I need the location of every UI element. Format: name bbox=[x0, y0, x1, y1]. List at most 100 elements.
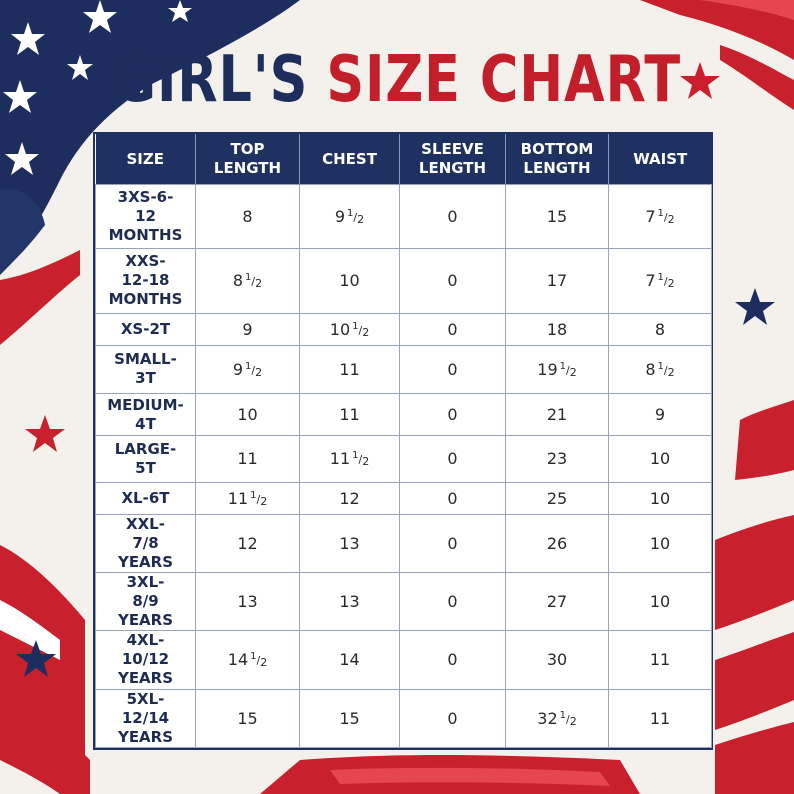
measurement-cell-top-length: 13 bbox=[195, 571, 300, 632]
size-cell: 3XL- 8/9 YEARS bbox=[95, 571, 196, 632]
size-label: XXS- bbox=[125, 252, 166, 271]
measurement-value: 12 bbox=[339, 488, 360, 508]
size-label: 12-18 bbox=[121, 271, 170, 290]
table-row: XL-6T 11 1/2 12 0 25 10 bbox=[95, 481, 712, 515]
measurement-value: 32 bbox=[537, 708, 558, 728]
measurement-fraction: 1/2 bbox=[657, 208, 675, 227]
measurement-cell-top-length: 8 1/2 bbox=[195, 248, 300, 314]
measurement-cell-sleeve-length: 0 bbox=[399, 688, 506, 749]
measurement-cell-sleeve-length: 0 bbox=[399, 248, 506, 314]
measurement-fraction: 1/2 bbox=[352, 450, 370, 469]
table-row: LARGE- 5T 11 11 1/2 0 23 10 bbox=[95, 435, 712, 483]
measurement-cell-waist: 8 bbox=[608, 312, 712, 346]
measurement-value: 10 bbox=[329, 319, 351, 339]
size-cell: 5XL- 12/14 YEARS bbox=[95, 688, 196, 749]
column-header-text: CHEST bbox=[322, 149, 377, 168]
column-header-text: LENGTH bbox=[213, 159, 282, 177]
size-cell: 3XS-6- 12 MONTHS bbox=[95, 183, 196, 250]
measurement-cell-top-length: 10 bbox=[195, 393, 300, 437]
measurement-cell-bottom-length: 25 bbox=[505, 481, 609, 515]
measurement-fraction: 1/2 bbox=[245, 360, 263, 379]
measurement-value: 11 bbox=[649, 708, 671, 728]
measurement-value: 30 bbox=[546, 650, 568, 670]
measurement-cell-waist: 10 bbox=[608, 435, 712, 483]
measurement-value: 10 bbox=[649, 449, 671, 469]
size-cell: XXS- 12-18 MONTHS bbox=[95, 248, 196, 314]
measurement-value: 13 bbox=[339, 592, 360, 612]
star-red-right-icon bbox=[680, 62, 720, 99]
measurement-value: 0 bbox=[447, 650, 458, 670]
measurement-fraction: 1/2 bbox=[245, 272, 263, 291]
size-label: LARGE- bbox=[114, 439, 177, 458]
measurement-fraction: 1/2 bbox=[347, 208, 365, 227]
measurement-value: 10 bbox=[649, 592, 671, 612]
star-navy-left-bottom-icon bbox=[16, 640, 56, 677]
measurement-value: 18 bbox=[546, 319, 568, 339]
size-label: SMALL- bbox=[114, 350, 177, 369]
measurement-value: 10 bbox=[649, 533, 671, 553]
title-part-girls: GIRL'S bbox=[113, 43, 309, 117]
size-cell: XL-6T bbox=[95, 481, 196, 515]
measurement-cell-bottom-length: 30 bbox=[505, 630, 609, 690]
table-row: 3XL- 8/9 YEARS 13 13 0 27 10 bbox=[95, 571, 712, 632]
measurement-value: 11 bbox=[227, 488, 249, 508]
table-row: XXL- 7/8 YEARS 12 13 0 26 10 bbox=[95, 513, 712, 573]
column-header-sleeve-length: SLEEVE LENGTH bbox=[399, 134, 506, 185]
measurement-value: 0 bbox=[447, 359, 458, 379]
measurement-cell-sleeve-length: 0 bbox=[399, 571, 506, 632]
stars-top-left-icon bbox=[3, 0, 192, 175]
measurement-value: 15 bbox=[237, 708, 258, 728]
column-header-text: TOP bbox=[230, 140, 265, 158]
column-header-waist: WAIST bbox=[608, 134, 712, 185]
size-label: YEARS bbox=[117, 552, 174, 571]
measurement-value: 0 bbox=[447, 405, 458, 425]
measurement-cell-chest: 11 1/2 bbox=[299, 435, 400, 483]
measurement-value: 0 bbox=[447, 271, 458, 291]
measurement-value: 11 bbox=[237, 449, 258, 469]
title-part-size-chart: SIZE CHART bbox=[326, 43, 681, 117]
star-red-left-icon bbox=[25, 415, 65, 452]
measurement-cell-sleeve-length: 0 bbox=[399, 481, 506, 515]
size-label: XXL- bbox=[126, 514, 165, 533]
column-header-size: SIZE bbox=[95, 134, 196, 185]
measurement-value: 14 bbox=[227, 650, 249, 670]
size-label: XS-2T bbox=[120, 319, 171, 338]
measurement-cell-sleeve-length: 0 bbox=[399, 183, 506, 250]
size-label: 3T bbox=[135, 369, 156, 388]
measurement-value: 9 bbox=[654, 405, 666, 425]
table-header-row: SIZE TOP LENGTH CHEST SLEEVE LENGTH BOTTOM LENG… bbox=[95, 134, 712, 185]
size-label: YEARS bbox=[117, 669, 174, 688]
measurement-cell-bottom-length: 23 bbox=[505, 435, 609, 483]
size-cell: MEDIUM- 4T bbox=[95, 393, 196, 437]
measurement-cell-bottom-length: 17 bbox=[505, 248, 609, 314]
measurement-value: 15 bbox=[339, 708, 360, 728]
table-row: 3XS-6- 12 MONTHS 8 9 1/2 0 15 7 1/2 bbox=[95, 183, 712, 250]
table-row: 4XL- 10/12 YEARS 14 1/2 14 0 30 11 bbox=[95, 630, 712, 690]
measurement-fraction: 1/2 bbox=[657, 360, 675, 379]
measurement-value: 0 bbox=[447, 533, 458, 553]
measurement-cell-bottom-length: 32 1/2 bbox=[505, 688, 609, 749]
measurement-cell-sleeve-length: 0 bbox=[399, 435, 506, 483]
measurement-cell-sleeve-length: 0 bbox=[399, 630, 506, 690]
measurement-cell-chest: 13 bbox=[299, 571, 400, 632]
measurement-value: 14 bbox=[339, 650, 360, 670]
measurement-value: 0 bbox=[447, 488, 458, 508]
measurement-cell-bottom-length: 18 bbox=[505, 312, 609, 346]
column-header-text: BOTTOM bbox=[520, 140, 594, 158]
measurement-value: 12 bbox=[237, 533, 258, 553]
measurement-value: 7 bbox=[645, 207, 656, 227]
measurement-cell-top-length: 14 1/2 bbox=[195, 630, 300, 690]
measurement-value: 9 bbox=[232, 359, 244, 379]
table-row: XS-2T 9 10 1/2 0 18 8 bbox=[95, 312, 712, 346]
measurement-value: 0 bbox=[447, 319, 458, 339]
measurement-value: 0 bbox=[447, 708, 458, 728]
column-header-bottom-length: BOTTOM LENGTH bbox=[505, 134, 609, 185]
measurement-value: 9 bbox=[242, 319, 253, 339]
measurement-value: 10 bbox=[649, 488, 671, 508]
measurement-cell-waist: 7 1/2 bbox=[608, 183, 712, 250]
measurement-value: 10 bbox=[339, 271, 360, 291]
measurement-cell-bottom-length: 19 1/2 bbox=[505, 344, 609, 395]
size-label: 5XL- bbox=[126, 689, 165, 708]
size-label: 3XL- bbox=[126, 573, 165, 592]
measurement-value: 11 bbox=[339, 359, 360, 379]
